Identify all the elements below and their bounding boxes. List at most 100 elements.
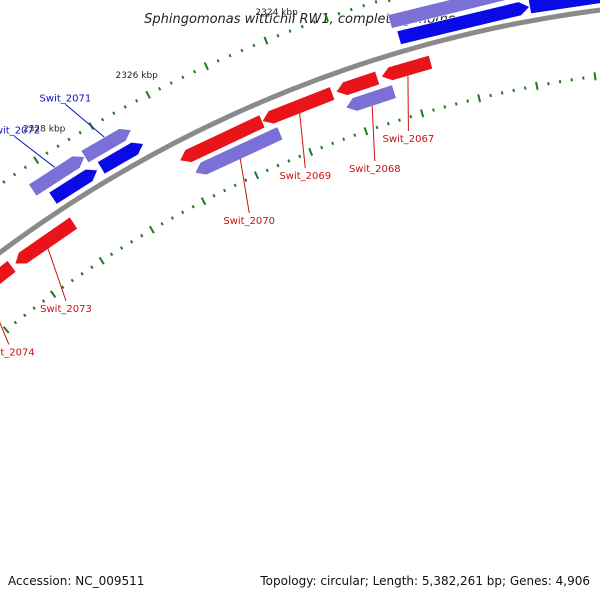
tick-mark — [398, 118, 401, 122]
backbone-arc — [0, 7, 600, 256]
gene-feature — [345, 84, 397, 112]
tick-mark — [265, 168, 269, 173]
tick-mark — [375, 125, 379, 130]
gene-leader-line — [299, 113, 306, 169]
accession-text: Accession: NC_009511 — [8, 574, 144, 588]
tick-mark — [523, 86, 527, 90]
gene-labels: Swit_2065Swit_2066Swit_2071Swit_2072Swit… — [0, 75, 435, 358]
gene-label: Swit_2068 — [349, 164, 401, 175]
tick-mark — [233, 183, 237, 188]
tick-mark — [432, 108, 435, 112]
gene-leader-line — [65, 103, 105, 138]
tick-mark — [387, 0, 391, 3]
tick-mark — [32, 306, 36, 310]
tick-mark — [12, 172, 17, 177]
tick-mark — [420, 109, 425, 118]
tick-mark — [123, 105, 127, 109]
gene-feature — [380, 54, 433, 81]
gene-leader-line — [13, 135, 55, 168]
tick-mark — [98, 256, 105, 265]
gene-label: Swit_2070 — [223, 216, 275, 227]
tick-mark — [308, 147, 314, 156]
tick-mark — [67, 137, 71, 142]
gene-label: Swit_2067 — [383, 134, 435, 145]
tick-mark — [477, 94, 482, 103]
tick-mark — [2, 180, 6, 184]
tick-mark — [500, 91, 504, 95]
tick-mark — [2, 326, 10, 334]
gene-feature — [396, 1, 531, 45]
tick-mark — [362, 3, 366, 8]
tick-mark — [353, 133, 357, 137]
tick-mark — [181, 75, 185, 80]
tick-mark — [119, 246, 124, 250]
genome-title: Sphingomonas wittichii RW1, complete gen… — [144, 12, 456, 27]
tick-mark — [512, 88, 515, 93]
tick-mark — [386, 122, 390, 126]
tick-mark — [41, 299, 46, 303]
gene-leader-line — [47, 248, 67, 302]
gene-feature — [48, 168, 98, 205]
gene-label: Swit_2073 — [40, 304, 92, 315]
gene-feature — [194, 126, 284, 176]
gene-label: Swit_2071 — [40, 93, 92, 104]
tick-mark — [203, 62, 209, 71]
gene-label: Swit_2072 — [0, 125, 40, 136]
gene-feature — [28, 155, 86, 197]
gene-leader-line — [0, 321, 10, 345]
tick-mark — [170, 216, 174, 220]
gene-feature — [80, 128, 132, 164]
tick-mark — [33, 156, 40, 165]
tick-mark — [140, 233, 144, 238]
gene-feature — [14, 216, 78, 265]
tick-mark — [78, 130, 82, 135]
tick-mark — [535, 81, 539, 90]
tick-label: 2326 kbp — [115, 71, 158, 81]
gene-track — [0, 0, 600, 285]
tick-mark — [13, 320, 18, 325]
tick-mark — [135, 99, 139, 103]
tick-mark — [409, 114, 413, 119]
tick-mark — [160, 221, 164, 226]
tick-mark — [443, 105, 447, 109]
tick-mark — [276, 163, 280, 168]
tick-mark — [70, 278, 75, 283]
tick-mark — [149, 225, 155, 234]
backbone — [0, 7, 600, 256]
tick-mark — [212, 194, 216, 198]
tick-mark — [228, 53, 232, 58]
gene-feature — [0, 260, 17, 285]
tick-mark — [23, 313, 27, 318]
tick-mark — [90, 265, 94, 270]
tick-mark — [193, 69, 197, 74]
tick-mark — [80, 271, 84, 276]
tick-mark — [200, 197, 207, 206]
gene-feature — [179, 114, 266, 163]
tick-mark — [363, 127, 369, 136]
tick-mark — [320, 145, 324, 150]
gene-feature — [96, 141, 144, 175]
tick-mark — [129, 240, 134, 244]
tick-mark — [61, 285, 65, 290]
tick-mark — [23, 165, 27, 170]
gene-leader-line — [371, 105, 376, 162]
tick-mark — [222, 188, 227, 193]
tick-mark — [181, 210, 185, 215]
tick-mark — [300, 24, 304, 29]
tick-mark — [337, 11, 341, 16]
tick-mark — [276, 34, 280, 38]
gene-leader-line — [239, 158, 250, 214]
tick-mark — [466, 99, 470, 103]
tick-mark — [287, 159, 291, 163]
gene-label: Swit_2074 — [0, 347, 35, 358]
tick-mark — [288, 29, 292, 33]
tick-mark — [298, 154, 302, 159]
tick-mark — [158, 87, 162, 91]
tick-mark — [45, 151, 49, 155]
tick-mark — [324, 13, 329, 22]
tick-mark — [191, 204, 195, 209]
tick-mark — [56, 144, 60, 149]
tick-mark — [263, 36, 269, 45]
